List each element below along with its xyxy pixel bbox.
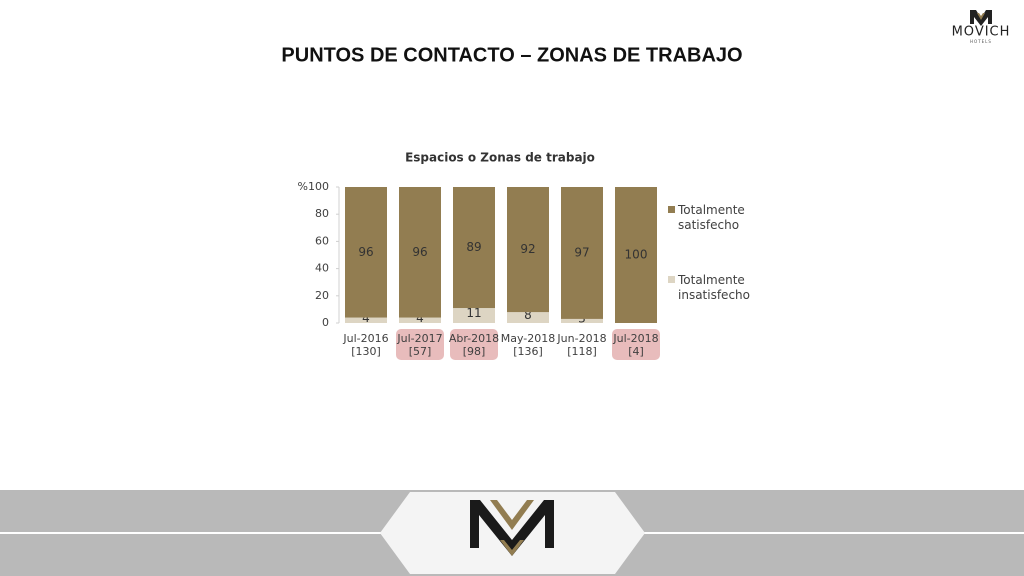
bar-segment [453,187,495,309]
legend-swatch [668,206,675,213]
banner-logo-v [490,500,534,530]
sample-size: [4] [628,345,644,358]
x-tick-label: Abr-2018 [449,332,499,345]
legend-label: Totalmente satisfecho [678,203,745,232]
x-tick-label: Jul-2016 [342,332,388,345]
logo-name: MOVICH [952,25,1011,40]
y-tick-label: %100 [298,180,329,193]
data-label: 8 [524,308,532,322]
x-tick-label: May-2018 [501,332,556,345]
sample-size: [118] [567,345,597,358]
x-tick-label: Jun-2018 [556,332,606,345]
data-label: 11 [466,306,481,320]
bar-segment [561,187,603,319]
data-label: 96 [358,245,373,259]
y-tick-label: 80 [315,207,329,220]
bar-segment [345,187,387,318]
y-tick-label: 40 [315,262,329,275]
data-label: 89 [466,240,481,254]
data-label: 4 [416,311,424,325]
data-label: 97 [574,245,589,259]
bar-segment [561,318,603,323]
bar-segment [345,317,387,323]
sample-size: [57] [409,345,432,358]
banner-logo-m [470,500,554,556]
y-tick-label: 20 [315,289,329,302]
bar-segment [507,187,549,313]
sample-size: [130] [351,345,381,358]
page-title: PUNTOS DE CONTACTO – ZONAS DE TRABAJO [281,44,742,66]
y-tick-label: 0 [322,316,329,329]
logo-tagline: HOTELS [970,39,992,44]
data-label: 4 [362,311,370,325]
banner-hexagon [380,492,645,574]
sample-size: [98] [463,345,486,358]
legend-swatch [668,276,675,283]
bar-segment [453,308,495,323]
legend-label: Totalmente insatisfecho [678,273,750,302]
y-tick-label: 60 [315,234,329,247]
bar-segment [399,187,441,318]
bar-segment [399,317,441,323]
category-highlight [450,329,498,360]
chart-title: Espacios o Zonas de trabajo [405,151,595,165]
data-label: 96 [412,245,427,259]
sample-size: [136] [513,345,543,358]
banner-logo-v2 [500,540,524,556]
x-tick-label: Jul-2018 [612,332,658,345]
data-label: 92 [520,242,535,256]
x-tick-label: Jul-2017 [396,332,442,345]
logo-icon-v [977,13,985,20]
category-highlight [612,329,660,360]
data-label: 100 [625,248,648,262]
bar-segment [615,187,657,323]
category-highlight [396,329,444,360]
bar-segment [507,312,549,323]
